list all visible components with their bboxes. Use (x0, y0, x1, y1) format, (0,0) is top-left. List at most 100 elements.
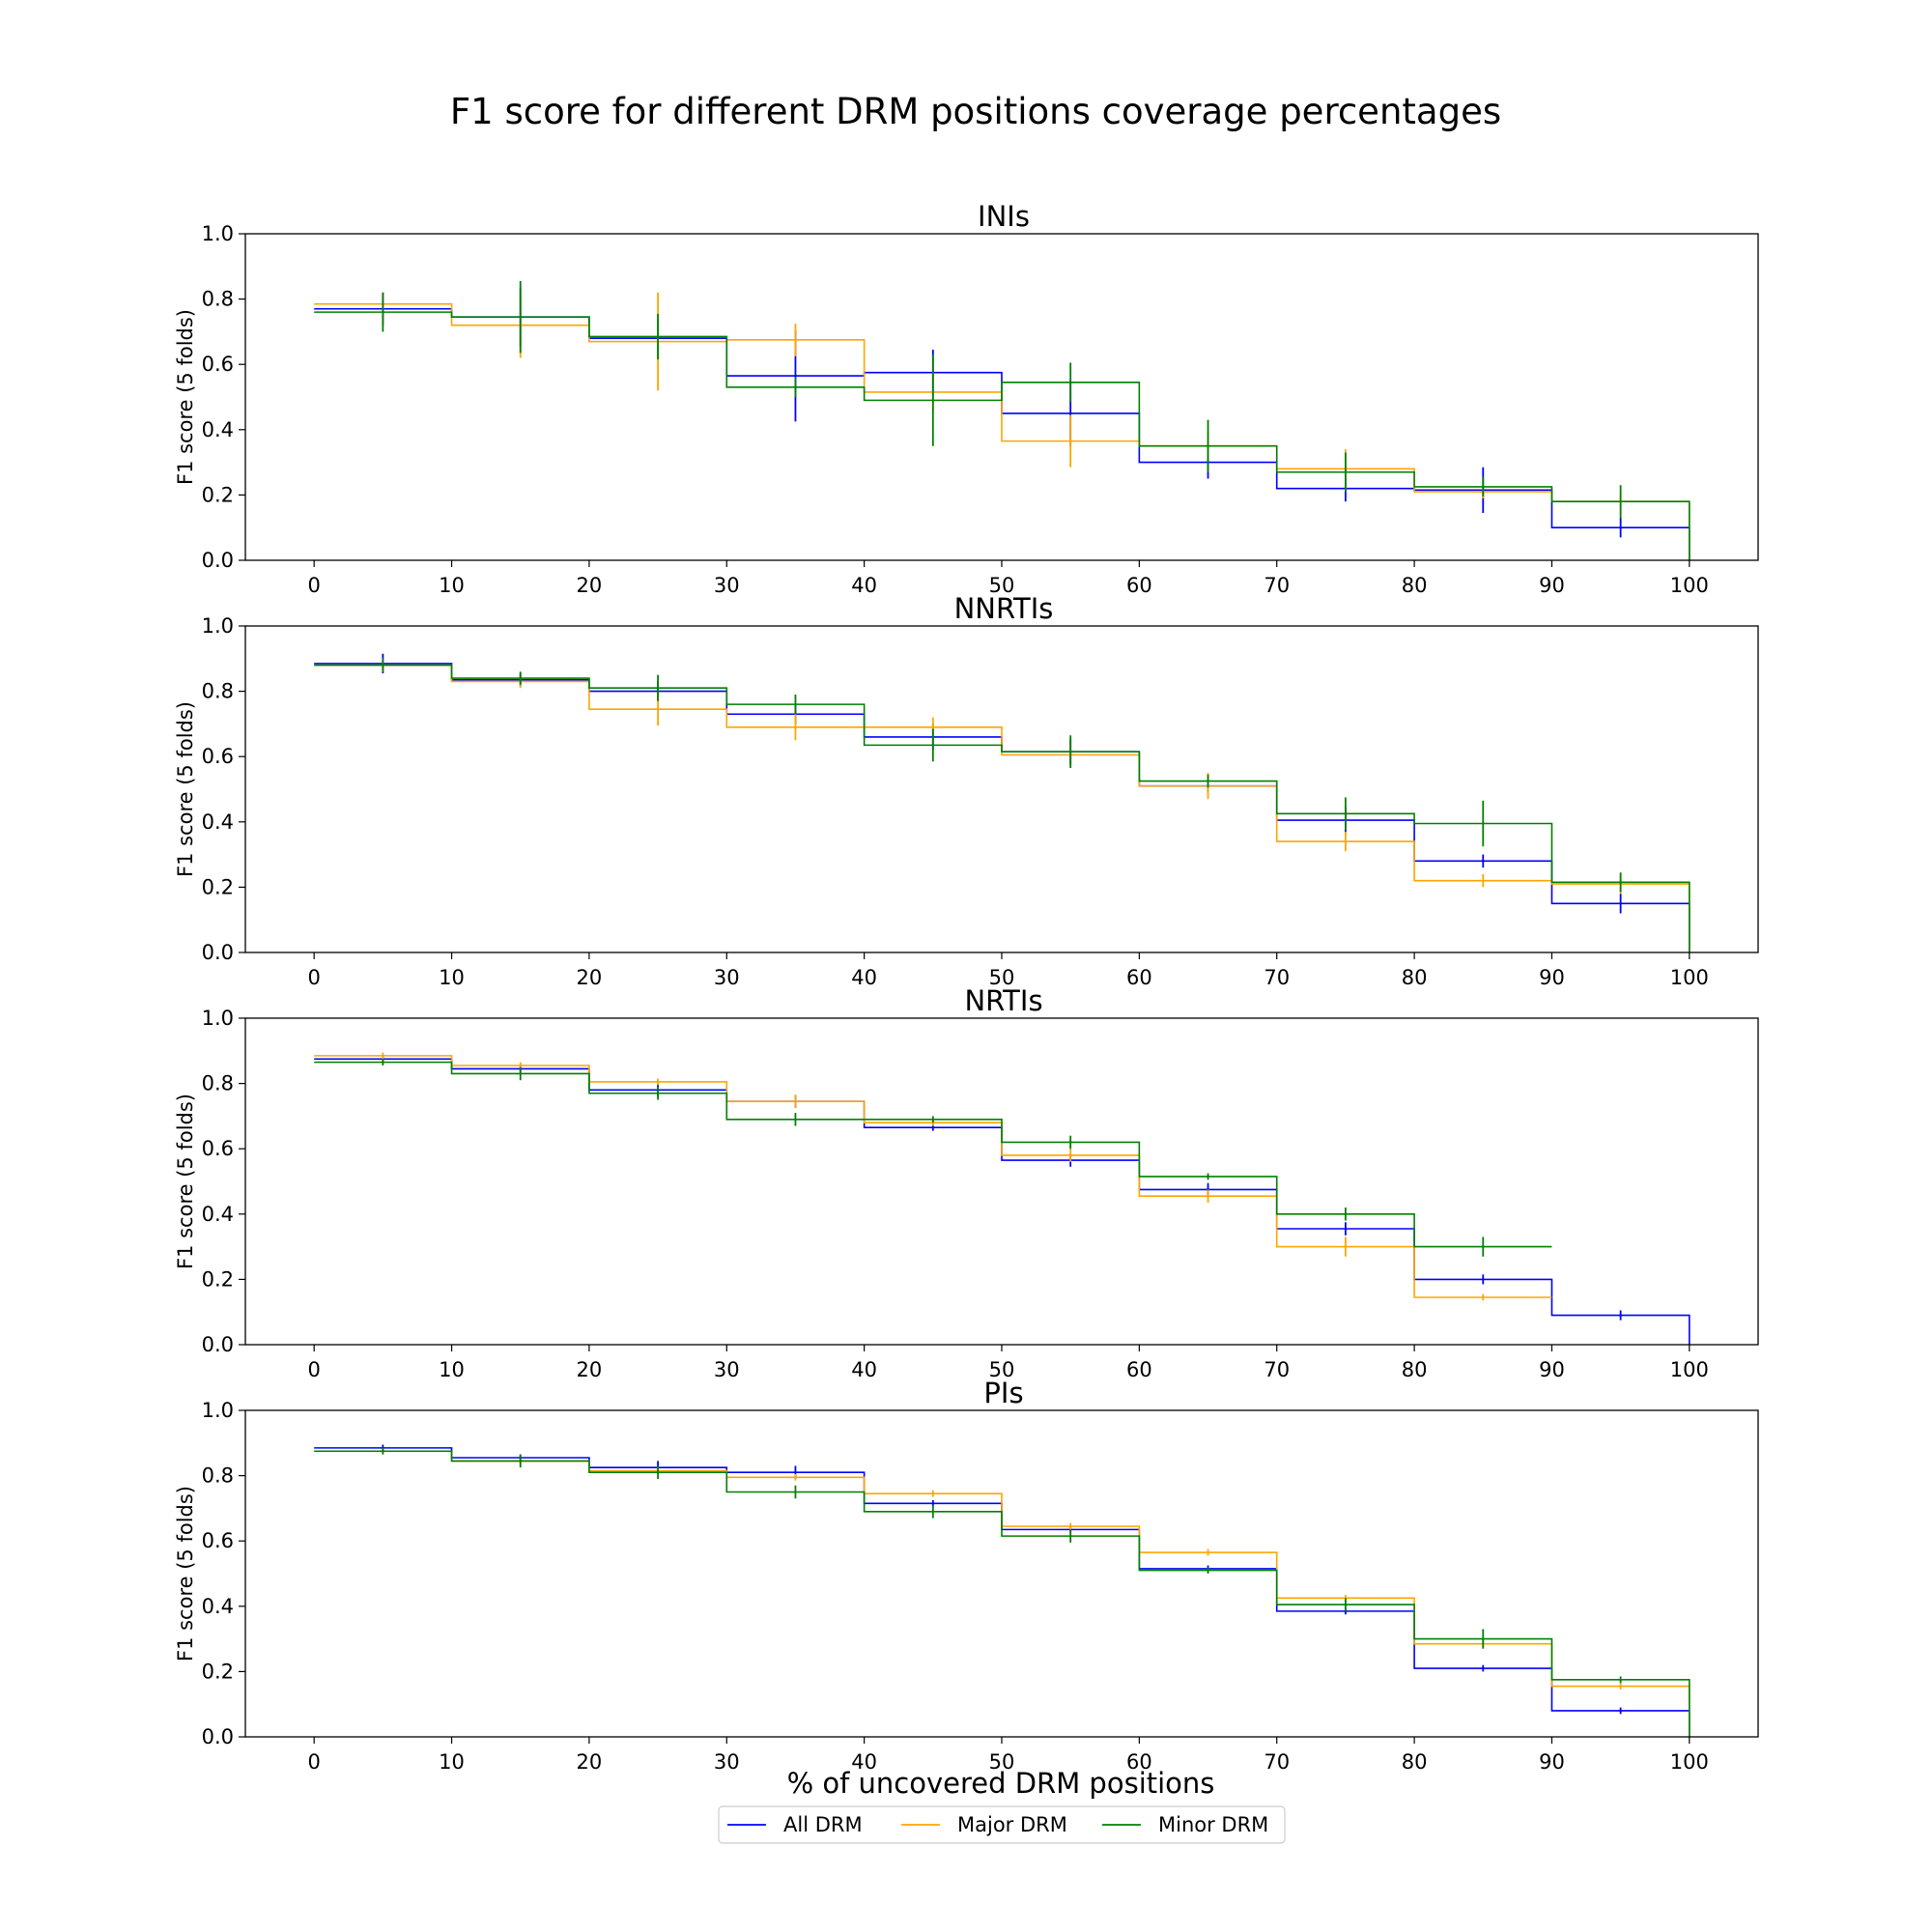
data-point (1068, 412, 1072, 415)
data-point (1619, 526, 1622, 529)
data-point (519, 1460, 522, 1463)
data-point (794, 374, 797, 378)
figure-title: F1 score for different DRM positions cov… (450, 91, 1501, 132)
data-point (794, 1476, 797, 1479)
data-point (1207, 1569, 1209, 1572)
x-tick-label: 80 (1402, 1358, 1428, 1381)
data-point (931, 1510, 935, 1513)
series-all-drm (314, 1055, 1690, 1345)
data-point (1344, 812, 1348, 815)
data-point (656, 687, 660, 690)
data-point (1344, 1227, 1348, 1231)
data-point (794, 1099, 797, 1103)
x-tick-label: 50 (989, 1750, 1015, 1774)
series-minor-drm (314, 658, 1690, 952)
x-tick-label: 100 (1670, 574, 1709, 597)
x-tick-label: 100 (1670, 1750, 1709, 1774)
legend-box (718, 1805, 1286, 1844)
x-tick-label: 10 (439, 1750, 465, 1774)
x-tick-label: 10 (439, 966, 465, 989)
y-tick-label: 0.2 (202, 1660, 234, 1683)
step-line-minor-drm (314, 1061, 1552, 1248)
data-point (382, 1054, 384, 1058)
y-tick-label: 0.4 (202, 418, 234, 441)
data-point (1344, 470, 1348, 473)
series-major-drm (314, 1447, 1690, 1737)
x-tick-label: 70 (1264, 1750, 1290, 1774)
subplot-title: NNRTIs (954, 592, 1054, 625)
step-line-major-drm (314, 1055, 1552, 1298)
x-tick-label: 20 (577, 574, 603, 597)
series-minor-drm (314, 1059, 1552, 1257)
series-minor-drm (314, 1447, 1690, 1737)
data-point (794, 1118, 797, 1121)
x-tick-label: 90 (1539, 574, 1565, 597)
data-point (1068, 381, 1072, 384)
legend: All DRM Major DRM Minor DRM (718, 1805, 1286, 1844)
data-point (1482, 1637, 1485, 1640)
data-point (1207, 780, 1209, 782)
data-point (1068, 1534, 1072, 1538)
step-line-minor-drm (314, 664, 1690, 952)
x-tick-label: 80 (1402, 1750, 1428, 1774)
x-axis-label: % of uncovered DRM positions (787, 1767, 1215, 1800)
data-point (931, 1492, 935, 1495)
x-tick-label: 60 (1126, 1358, 1152, 1381)
subplot-title: NRTIs (964, 984, 1042, 1017)
data-point (1619, 1709, 1622, 1713)
data-point (794, 1471, 797, 1474)
data-point (656, 1471, 660, 1474)
step-line-major-drm (314, 1450, 1690, 1737)
data-point (382, 310, 384, 314)
x-tick-label: 80 (1402, 966, 1428, 989)
y-tick-label: 0.8 (202, 288, 234, 311)
data-point (1068, 750, 1072, 753)
axes-frame (244, 625, 1759, 953)
x-tick-label: 70 (1264, 574, 1290, 597)
step-line-minor-drm (314, 311, 1690, 560)
data-point (656, 1092, 660, 1094)
data-point (931, 725, 935, 728)
data-point (1482, 860, 1485, 863)
data-point (1068, 440, 1072, 442)
data-point (519, 676, 522, 680)
data-point (656, 707, 660, 711)
step-line-minor-drm (314, 1450, 1690, 1737)
data-point (931, 1502, 935, 1505)
data-point (1619, 1685, 1622, 1688)
x-tick-label: 60 (1126, 966, 1152, 989)
data-point (1482, 1666, 1485, 1670)
data-point (1619, 881, 1622, 884)
legend-label-major-drm: Major DRM (957, 1813, 1067, 1836)
y-tick-label: 0.0 (202, 1333, 234, 1356)
data-point (1482, 1245, 1485, 1248)
y-tick-label: 0.0 (202, 1725, 234, 1748)
data-point (1068, 1153, 1072, 1157)
y-tick-label: 0.6 (202, 745, 234, 768)
subplots: INIs F1 score (5 folds) 0 10 20 30 40 50 60 70 80 9… (174, 200, 1759, 1774)
data-point (382, 664, 384, 667)
y-axis-label: F1 score (5 folds) (174, 1486, 197, 1662)
y-tick-label: 0.6 (202, 353, 234, 376)
data-point (931, 1118, 935, 1121)
x-tick-label: 50 (989, 574, 1015, 597)
data-point (931, 1126, 935, 1129)
data-point (1619, 902, 1622, 905)
data-point (1207, 1195, 1209, 1198)
data-point (1619, 499, 1622, 503)
x-tick-label: 40 (851, 1358, 877, 1381)
y-tick-label: 0.2 (202, 483, 234, 506)
data-point (1482, 485, 1485, 489)
y-tick-label: 0.0 (202, 549, 234, 572)
data-point (794, 385, 797, 389)
data-point (1482, 1278, 1485, 1281)
series-all-drm (314, 1444, 1690, 1737)
step-line-all-drm (314, 1447, 1690, 1737)
data-point (1207, 1550, 1209, 1554)
data-point (1619, 1314, 1622, 1317)
x-tick-label: 60 (1126, 1750, 1152, 1774)
x-tick-label: 60 (1126, 574, 1152, 597)
data-point (794, 725, 797, 728)
x-tick-label: 30 (714, 1750, 740, 1774)
